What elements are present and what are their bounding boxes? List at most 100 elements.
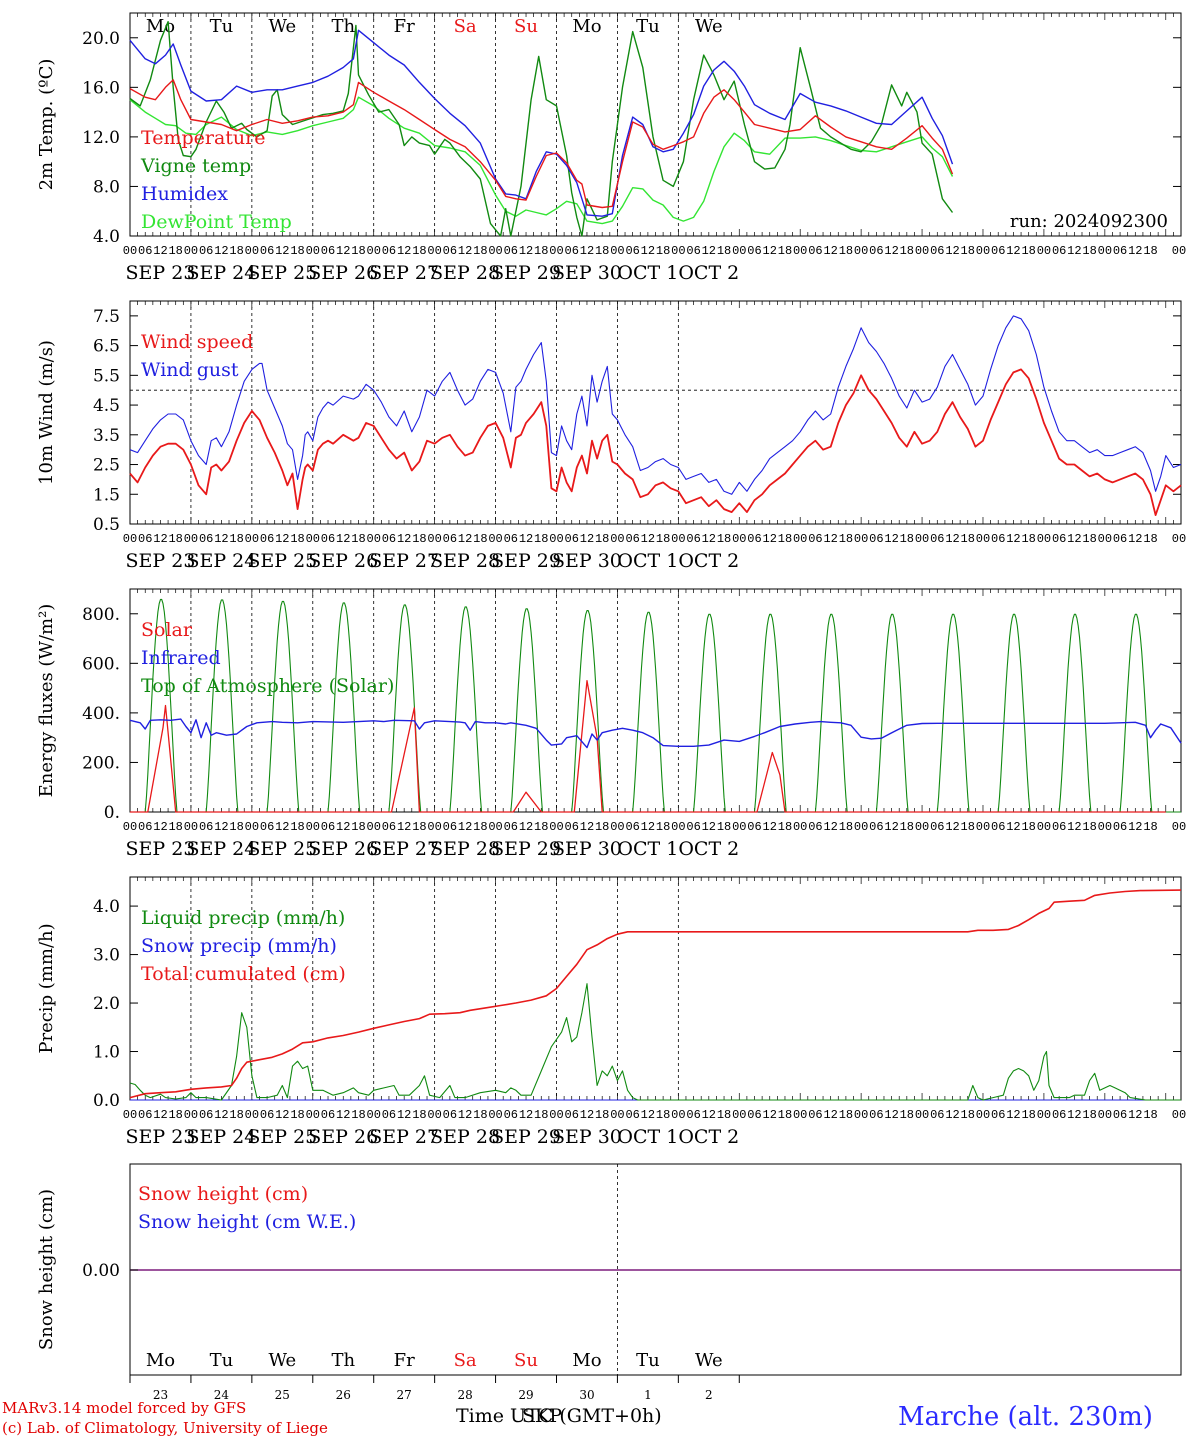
hour-tick-label: 12: [1128, 820, 1142, 834]
hour-tick-label: 12: [945, 532, 959, 546]
date-label-3: SEP 26: [308, 550, 378, 572]
date-label-4: SEP 27: [369, 838, 439, 860]
y-tick-label-2: 3.5: [93, 426, 120, 446]
hour-tick-label: 00: [184, 820, 198, 834]
hour-tick-label: 06: [260, 820, 274, 834]
hour-tick-label: 06: [565, 532, 579, 546]
hour-tick-label: 06: [869, 1108, 883, 1122]
date-label-0: SEP 23: [126, 1126, 196, 1148]
hour-tick-label: 18: [534, 244, 548, 258]
hour-tick-label: 00: [915, 244, 929, 258]
hour-tick-label: 12: [580, 820, 594, 834]
hour-tick-label: 12: [519, 244, 533, 258]
hour-tick-label: 06: [443, 532, 457, 546]
hour-tick-label: 06: [138, 244, 152, 258]
weekday-label-2: We: [268, 16, 296, 37]
hour-tick-label: 18: [473, 532, 487, 546]
hour-tick-label: 12: [763, 1108, 777, 1122]
hour-tick-label: 06: [260, 532, 274, 546]
hour-tick-label: 06: [443, 244, 457, 258]
run-label: run: 2024092300: [1010, 211, 1168, 232]
hour-tick-label: 06: [443, 820, 457, 834]
date-label-8: OCT 1: [617, 838, 678, 860]
hour-tick-label: 18: [412, 820, 426, 834]
hour-tick-label: 18: [1021, 1108, 1035, 1122]
hour-tick-label: 00: [549, 244, 563, 258]
hour-tick-label: 00: [427, 244, 441, 258]
date-label-1: SEP 24: [186, 550, 256, 572]
hour-tick-label: 12: [1006, 532, 1020, 546]
hour-tick-label: 18: [778, 244, 792, 258]
hour-tick-label: 06: [443, 1108, 457, 1122]
hour-tick-label: 18: [1143, 532, 1157, 546]
hour-tick-label: 00: [1037, 1108, 1051, 1122]
hour-tick-label: 06: [321, 820, 335, 834]
hour-tick-label: 00: [793, 244, 807, 258]
series-line-dewpoint-temp: [129, 96, 954, 225]
hour-tick-label: 12: [336, 244, 350, 258]
hour-tick-label: 06: [260, 1108, 274, 1122]
hour-tick-label: 06: [199, 244, 213, 258]
hour-tick-label: 06: [625, 244, 639, 258]
hour-tick-label: 12: [153, 820, 167, 834]
bottom-weekday-label-7: Mo: [572, 1350, 601, 1371]
hour-tick-label: 00: [367, 1108, 381, 1122]
hour-tick-label: 18: [839, 820, 853, 834]
legend-entry-3-1: Infrared: [141, 647, 221, 669]
hour-tick-label: 18: [961, 244, 975, 258]
hour-tick-label: 18: [1021, 532, 1035, 546]
hour-tick-label: 18: [656, 1108, 670, 1122]
bottom-date-number-6: 29: [518, 1388, 533, 1402]
hour-tick-label: 00: [1037, 532, 1051, 546]
hour-tick-label: 06: [625, 820, 639, 834]
hour-tick-label: 12: [823, 820, 837, 834]
hour-tick-label: 18: [1082, 532, 1096, 546]
weekday-label-1: Tu: [210, 16, 234, 37]
hour-tick-label: 00: [854, 1108, 868, 1122]
legend-entry-3-2: Top of Atmosphere (Solar): [141, 675, 394, 697]
hour-tick-label: 12: [702, 1108, 716, 1122]
hour-tick-label: 00: [1098, 532, 1112, 546]
hour-tick-label: 00: [1098, 1108, 1112, 1122]
hour-tick-label: 12: [153, 1108, 167, 1122]
model-credit: MARv3.14 model forced by GFS: [2, 1399, 247, 1417]
date-label-9: OCT 2: [678, 550, 739, 572]
hour-tick-label: 00: [367, 820, 381, 834]
hour-tick-label: 00: [1172, 820, 1186, 834]
series-line-wind-gust: [129, 315, 1182, 495]
hour-tick-label: 06: [808, 532, 822, 546]
hour-tick-label: 18: [900, 532, 914, 546]
hour-tick-label: 18: [961, 1108, 975, 1122]
hour-tick-label: 12: [214, 1108, 228, 1122]
hour-tick-label: 12: [458, 1108, 472, 1122]
hour-tick-label: 18: [168, 1108, 182, 1122]
hour-tick-label: 00: [854, 244, 868, 258]
hour-tick-label: 18: [412, 1108, 426, 1122]
hour-tick-label: 12: [823, 244, 837, 258]
hour-tick-label: 18: [534, 820, 548, 834]
hour-tick-label: 06: [625, 1108, 639, 1122]
hour-tick-label: 18: [229, 244, 243, 258]
hour-tick-label: 12: [214, 244, 228, 258]
hour-tick-label: 00: [123, 820, 137, 834]
hour-tick-label: 00: [488, 244, 502, 258]
hour-tick-label: 00: [549, 820, 563, 834]
hour-tick-label: 18: [229, 532, 243, 546]
hour-tick-label: 00: [610, 244, 624, 258]
y-tick-label-2: 7.5: [93, 307, 120, 327]
bottom-date-number-1: 24: [214, 1388, 230, 1402]
series-line-infrared: [129, 718, 1182, 749]
hour-tick-label: 00: [427, 1108, 441, 1122]
hour-tick-label: 06: [930, 532, 944, 546]
y-axis-label-4: Precip (mm/h): [36, 923, 57, 1053]
hour-tick-label: 00: [915, 1108, 929, 1122]
hour-tick-label: 18: [412, 244, 426, 258]
legend-entry-1-1: Vigne temp: [140, 155, 251, 177]
hour-tick-label: 00: [610, 532, 624, 546]
hour-tick-label: 18: [351, 244, 365, 258]
date-label-7: SEP 30: [552, 550, 622, 572]
hour-tick-label: 12: [1006, 244, 1020, 258]
hour-tick-label: 12: [519, 1108, 533, 1122]
hour-tick-label: 18: [473, 1108, 487, 1122]
